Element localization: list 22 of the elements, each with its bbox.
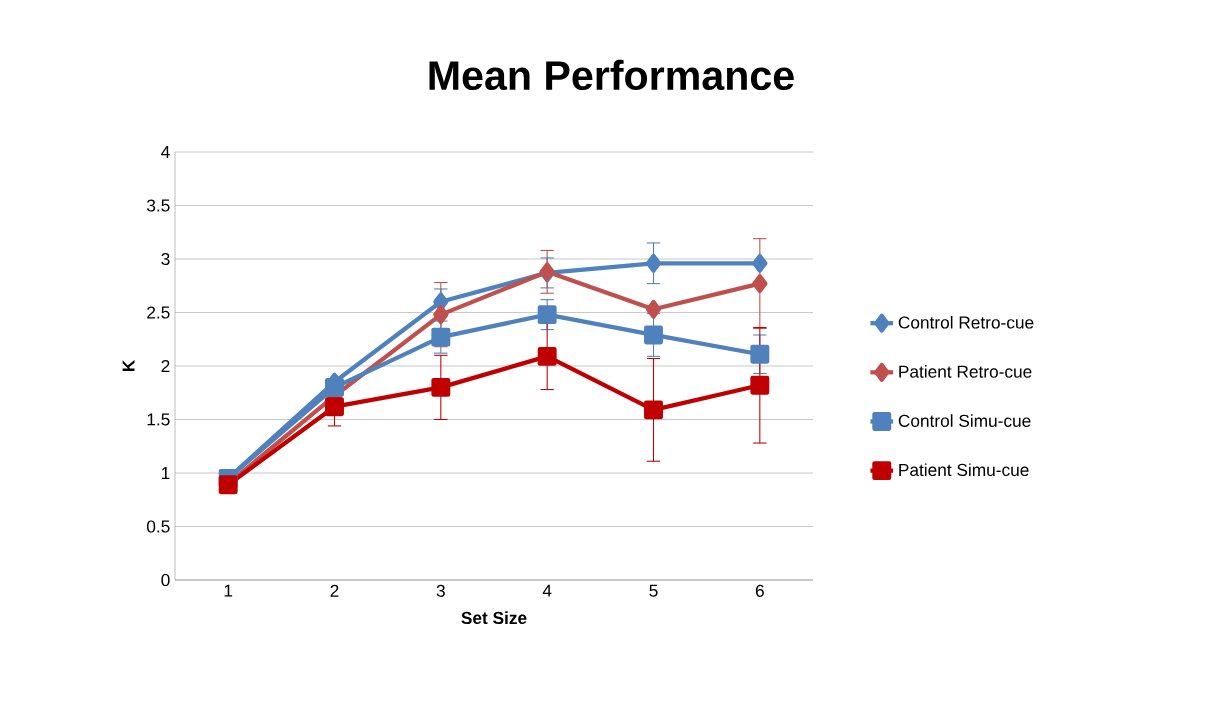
y-tick-label: 0 (161, 573, 170, 587)
y-axis-title: K (122, 359, 135, 372)
y-tick-label: 0.5 (146, 520, 170, 533)
x-axis-title: Set Size (461, 611, 527, 625)
y-tick-label: 4 (161, 146, 170, 158)
x-tick-label: 5 (649, 584, 658, 597)
y-tick-label: 1 (162, 467, 170, 479)
y-tick-label: 3 (161, 252, 170, 266)
y-tick-label: 2.5 (147, 306, 170, 319)
legend-label: Patient Retro-cue (899, 365, 1032, 378)
legend-label: Control Simu-cue (898, 414, 1031, 427)
x-tick-label: 1 (224, 584, 233, 597)
chart-title: Mean Performance (429, 59, 794, 91)
x-tick-label: 4 (542, 584, 552, 597)
legend-label: Control Retro-cue (898, 315, 1034, 329)
y-tick-label: 2 (161, 359, 170, 373)
x-tick-label: 2 (330, 584, 339, 597)
legend-label: Patient Simu-cue (899, 463, 1029, 477)
x-tick-label: 6 (755, 584, 764, 597)
x-tick-label: 3 (436, 584, 445, 597)
y-tick-label: 3.5 (146, 199, 170, 212)
y-tick-label: 1.5 (147, 413, 170, 426)
